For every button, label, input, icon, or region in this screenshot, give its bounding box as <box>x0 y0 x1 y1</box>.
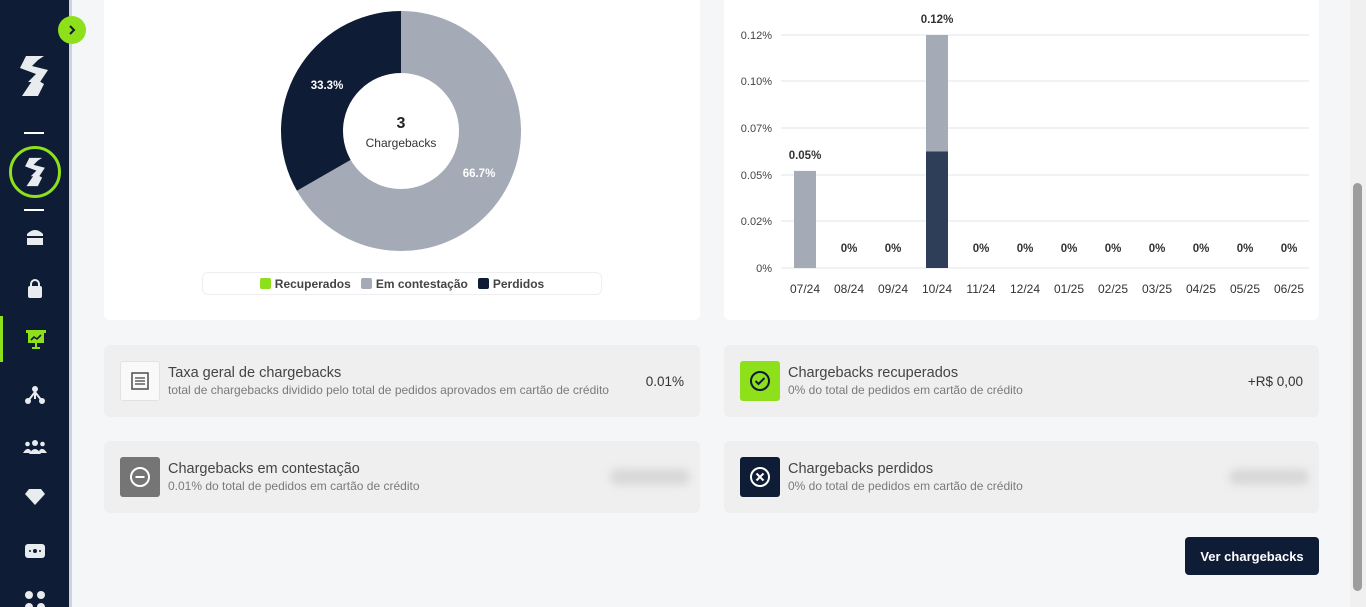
x-tick-label: 03/25 <box>1142 282 1172 296</box>
brand-logo[interactable] <box>14 52 54 100</box>
stat-subtitle: 0% do total de pedidos em cartão de créd… <box>788 383 1023 397</box>
sidebar-item-customers[interactable] <box>0 424 69 470</box>
bar-data-label: 0% <box>1017 243 1034 255</box>
ticket-icon <box>24 544 45 558</box>
sidebar-item-products[interactable] <box>0 266 69 312</box>
legend-swatch <box>360 278 372 289</box>
y-tick-label: 0.02% <box>741 216 772 228</box>
sidebar-item-chargebacks[interactable] <box>0 316 69 362</box>
bar-segment <box>926 35 948 152</box>
chargebacks-rate-bar-chart: 0% 0.02% 0.05% 0.07% 0.10% 0.12% 0.05% 07/24 0% 0… <box>741 14 1309 296</box>
x-tick-label: 06/25 <box>1274 282 1304 296</box>
legend-item-perdidos[interactable]: Perdidos <box>477 276 545 291</box>
stat-value-hidden <box>1229 469 1309 485</box>
x-tick-label: 12/24 <box>1010 282 1040 296</box>
chargebacks-rate-card <box>724 0 1319 320</box>
donut-label-perdidos: 33.3% <box>311 80 344 92</box>
y-tick-label: 0.07% <box>741 123 772 135</box>
y-tick-label: 0.10% <box>741 76 772 88</box>
bar-data-label: 0% <box>1105 243 1122 255</box>
sidebar-divider <box>24 209 44 211</box>
stat-subtitle: total de chargebacks dividido pelo total… <box>168 383 609 397</box>
bar-data-label: 0% <box>973 243 990 255</box>
x-tick-label: 09/24 <box>878 282 908 296</box>
presentation-chart-icon <box>26 330 46 349</box>
bar-data-label: 0% <box>1193 243 1210 255</box>
ver-chargebacks-button[interactable]: Ver chargebacks <box>1185 537 1319 575</box>
chevron-right-icon <box>69 25 76 35</box>
stat-title: Chargebacks perdidos <box>788 461 934 477</box>
stat-subtitle: 0.01% do total de pedidos em cartão de c… <box>168 479 420 493</box>
bar-data-label: 0.05% <box>789 150 822 162</box>
stat-value: 0.01% <box>645 373 684 389</box>
bar-data-label: 0% <box>1061 243 1078 255</box>
x-tick-label: 01/25 <box>1054 282 1084 296</box>
sidebar <box>0 0 69 607</box>
donut-label-em-contestacao: 66.7% <box>463 168 496 180</box>
stat-em-contestacao: Chargebacks em contestação 0.01% do tota… <box>104 441 700 513</box>
stat-perdidos: Chargebacks perdidos 0% do total de pedi… <box>724 441 1319 513</box>
stat-title: Taxa geral de chargebacks <box>168 365 342 381</box>
bar-data-label: 0% <box>1281 243 1298 255</box>
bar-data-label: 0% <box>1237 243 1254 255</box>
bar-data-label: 0.12% <box>921 14 954 26</box>
x-tick-label: 07/24 <box>790 282 820 296</box>
document-icon <box>120 361 160 401</box>
legend-swatch <box>477 278 489 289</box>
minus-circle-icon <box>120 457 160 497</box>
diamond-icon <box>24 489 45 505</box>
y-tick-label: 0% <box>756 263 772 275</box>
legend-label: Recuperados <box>274 276 351 291</box>
y-tick-label: 0.05% <box>741 170 772 182</box>
x-circle-icon <box>740 457 780 497</box>
stat-value-hidden <box>610 469 690 485</box>
donut-legend: Recuperados Em contestação Perdidos <box>202 272 602 295</box>
sidebar-item-affiliates[interactable] <box>0 372 69 418</box>
stat-recuperados: Chargebacks recuperados 0% do total de p… <box>724 345 1319 417</box>
shopping-bag-icon <box>27 279 42 298</box>
stat-title: Chargebacks em contestação <box>168 461 360 477</box>
bar-segment <box>794 170 816 268</box>
x-tick-label: 04/25 <box>1186 282 1216 296</box>
check-circle-icon <box>740 361 780 401</box>
x-tick-label: 11/24 <box>966 282 995 296</box>
stat-subtitle: 0% do total de pedidos em cartão de créd… <box>788 479 1023 493</box>
stat-title: Chargebacks recuperados <box>788 365 959 381</box>
grid-icon <box>24 591 45 607</box>
sidebar-item-apps[interactable] <box>0 578 69 607</box>
donut-center-value: 3 <box>397 115 406 132</box>
bar-data-label: 0% <box>1149 243 1166 255</box>
network-icon <box>24 386 45 404</box>
legend-swatch <box>259 278 271 289</box>
x-tick-label: 05/25 <box>1230 282 1260 296</box>
expand-sidebar-button[interactable] <box>58 16 86 44</box>
chargebacks-donut-chart: 3 Chargebacks 66.7% 33.3% <box>281 11 521 251</box>
legend-item-recuperados[interactable]: Recuperados <box>259 276 351 291</box>
legend-label: Perdidos <box>492 276 545 291</box>
scrollbar-thumb[interactable] <box>1353 183 1362 591</box>
user-avatar[interactable] <box>9 146 61 198</box>
donut-center-label: Chargebacks <box>366 136 437 150</box>
y-tick-label: 0.12% <box>741 30 772 42</box>
x-tick-label: 02/25 <box>1098 282 1128 296</box>
stat-value: +R$ 0,00 <box>1247 373 1303 389</box>
sidebar-item-dashboard[interactable] <box>0 214 69 260</box>
sidebar-item-plans[interactable] <box>0 474 69 520</box>
x-tick-label: 08/24 <box>834 282 864 296</box>
sidebar-border <box>69 0 72 607</box>
store-icon <box>26 230 43 245</box>
legend-label: Em contestação <box>375 276 468 291</box>
sidebar-divider <box>24 132 44 134</box>
stat-taxa-geral: Taxa geral de chargebacks total de charg… <box>104 345 700 417</box>
bar-data-label: 0% <box>885 243 902 255</box>
x-tick-label: 10/24 <box>922 282 952 296</box>
bar-segment <box>926 151 948 268</box>
legend-item-em-contestacao[interactable]: Em contestação <box>360 276 468 291</box>
sidebar-item-tickets[interactable] <box>0 528 69 574</box>
bar-data-label: 0% <box>841 243 858 255</box>
users-icon <box>22 440 47 454</box>
